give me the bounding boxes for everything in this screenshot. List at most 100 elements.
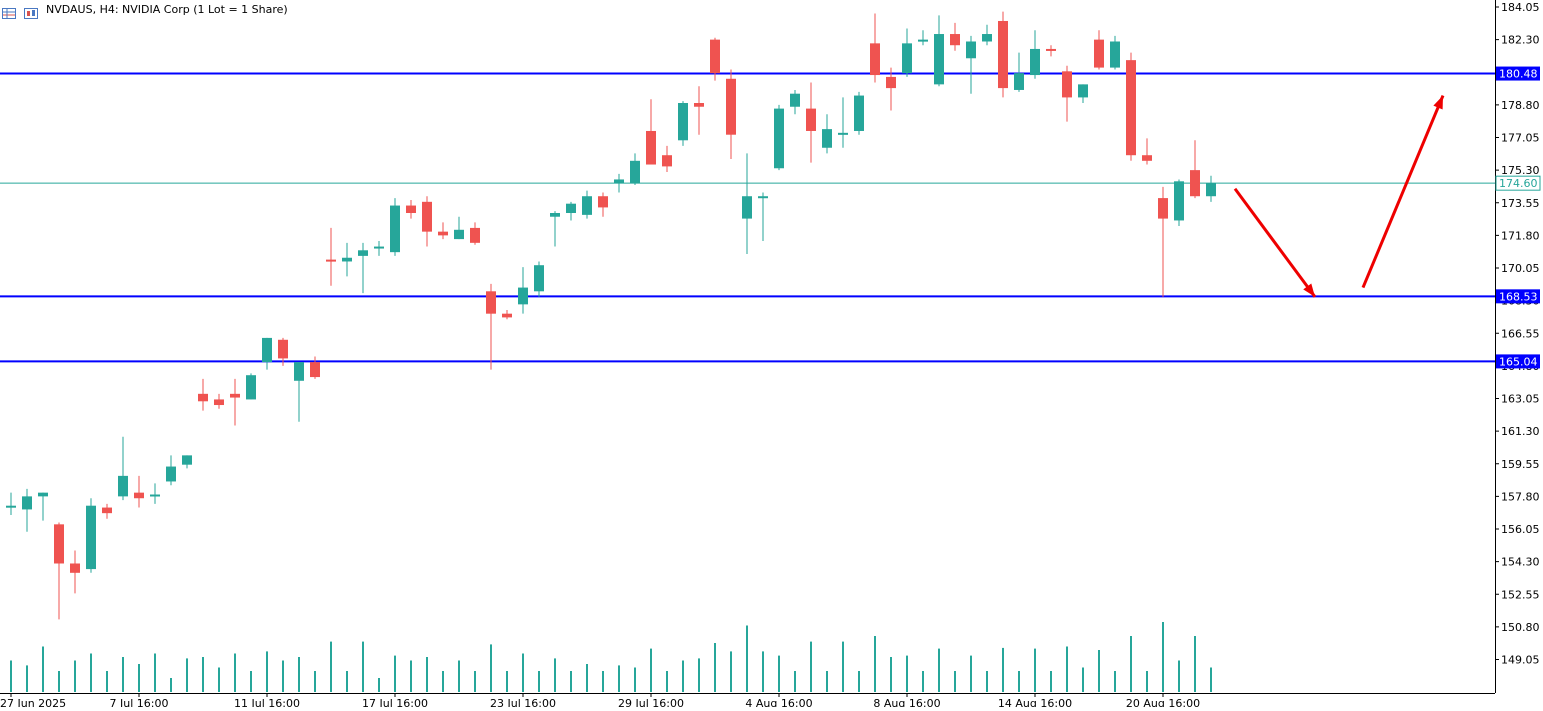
- candle-bear: [1062, 71, 1072, 98]
- chart-window-icon[interactable]: [24, 4, 38, 19]
- y-tick-label: 182.30: [1501, 34, 1540, 47]
- candle-bear: [214, 399, 224, 406]
- candle-bull: [614, 179, 624, 184]
- forecast-arrow-head: [1433, 95, 1443, 110]
- candle-bear: [950, 34, 960, 46]
- candle-bear: [438, 231, 448, 236]
- candle-bull: [678, 103, 688, 141]
- candle-bull: [358, 250, 368, 256]
- x-tick-label: 29 Jul 16:00: [618, 697, 684, 707]
- candle-bear: [198, 393, 208, 402]
- x-tick-label: 14 Aug 16:00: [998, 697, 1072, 707]
- candle-bull: [630, 160, 640, 184]
- candle-bear: [726, 78, 736, 135]
- y-tick-label: 149.05: [1501, 654, 1540, 667]
- candle-bear: [662, 155, 672, 167]
- candle-bull: [790, 93, 800, 107]
- candle-bear: [406, 205, 416, 214]
- candle-bear: [310, 362, 320, 378]
- y-tick-label: 171.80: [1501, 229, 1540, 242]
- level-price-label: 180.48: [1499, 68, 1538, 81]
- candle-bear: [870, 43, 880, 76]
- y-tick-label: 154.30: [1501, 556, 1540, 569]
- candle-bear: [326, 259, 336, 262]
- candle-bull: [822, 129, 832, 148]
- y-tick-label: 175.30: [1501, 164, 1540, 177]
- candle-bear: [70, 563, 80, 573]
- x-tick-label: 23 Jul 16:00: [490, 697, 556, 707]
- candle-bear: [422, 201, 432, 232]
- candle-bear: [886, 76, 896, 89]
- x-tick-label: 8 Aug 16:00: [873, 697, 940, 707]
- candle-bear: [806, 108, 816, 131]
- level-price-label: 165.04: [1499, 355, 1538, 368]
- candle-bull: [1206, 183, 1216, 197]
- candle-bear: [1126, 60, 1136, 156]
- candle-bear: [1158, 198, 1168, 219]
- candle-bear: [230, 393, 240, 398]
- current-price-label: 174.60: [1499, 177, 1538, 190]
- y-tick-label: 156.05: [1501, 523, 1540, 536]
- candle-bear: [998, 20, 1008, 89]
- candle-bull: [838, 132, 848, 135]
- candle-bull: [758, 196, 768, 199]
- y-tick-label: 166.55: [1501, 327, 1540, 340]
- y-tick-label: 178.80: [1501, 99, 1540, 112]
- candle-bull: [374, 246, 384, 249]
- candle-bull: [6, 505, 16, 508]
- candle-bull: [22, 496, 32, 510]
- candle-bull: [1110, 41, 1120, 68]
- y-tick-label: 173.55: [1501, 197, 1540, 210]
- candle-bull: [982, 34, 992, 42]
- y-tick-label: 150.80: [1501, 621, 1540, 634]
- candle-bull: [118, 475, 128, 497]
- candle-bull: [1078, 84, 1088, 98]
- candle-bull: [86, 505, 96, 570]
- candle-bull: [534, 265, 544, 292]
- candle-bear: [1046, 48, 1056, 51]
- current-price-tag: [1495, 175, 1541, 191]
- x-tick-label: 7 Jul 16:00: [110, 697, 169, 707]
- candle-bull: [774, 108, 784, 169]
- candle-bull: [566, 203, 576, 214]
- y-tick-label: 184.05: [1501, 1, 1540, 14]
- chart-grid-icon[interactable]: [2, 4, 16, 19]
- candle-bear: [486, 291, 496, 314]
- candle-bull: [246, 375, 256, 400]
- candle-bull: [1030, 48, 1040, 76]
- candle-bear: [102, 507, 112, 514]
- y-tick-label: 170.05: [1501, 262, 1540, 275]
- candle-bear: [710, 39, 720, 74]
- x-tick-label: 17 Jul 16:00: [362, 697, 428, 707]
- candle-bull: [518, 287, 528, 305]
- candle-bull: [966, 41, 976, 59]
- x-tick-label: 20 Aug 16:00: [1126, 697, 1200, 707]
- candle-bear: [598, 196, 608, 208]
- candle-bear: [1190, 170, 1200, 197]
- candle-bull: [390, 205, 400, 253]
- candle-bull: [934, 34, 944, 85]
- candle-bear: [134, 492, 144, 499]
- x-tick-label: 11 Jul 16:00: [234, 697, 300, 707]
- y-tick-label: 159.55: [1501, 458, 1540, 471]
- candle-bull: [454, 229, 464, 240]
- candle-bull: [582, 196, 592, 215]
- candle-bull: [262, 337, 272, 363]
- level-price-label: 168.53: [1499, 290, 1538, 303]
- candle-bull: [182, 455, 192, 465]
- y-tick-label: 157.80: [1501, 490, 1540, 503]
- candle-bull: [854, 95, 864, 131]
- candle-bull: [38, 492, 48, 497]
- x-tick-label: 4 Aug 16:00: [745, 697, 812, 707]
- y-tick-label: 161.30: [1501, 425, 1540, 438]
- candle-bear: [1094, 39, 1104, 68]
- candle-bull: [150, 494, 160, 497]
- candle-bull: [166, 466, 176, 482]
- candle-bear: [502, 313, 512, 318]
- candle-bull: [550, 213, 560, 217]
- candle-bull: [342, 257, 352, 262]
- chart-title: NVDAUS, H4: NVIDIA Corp (1 Lot = 1 Share…: [46, 3, 288, 16]
- candle-bull: [294, 362, 304, 381]
